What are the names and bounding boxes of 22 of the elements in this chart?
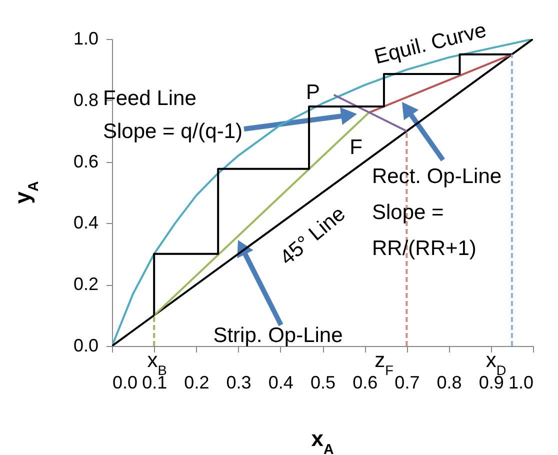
x-tick-label: 1.0 xyxy=(508,372,534,392)
annotation: 45° Line xyxy=(276,202,350,270)
y-tick-label: 0.8 xyxy=(73,90,98,110)
x-tick-label: 0.8 xyxy=(436,372,462,392)
y-tick-label: 0.4 xyxy=(73,212,98,233)
annotation: P xyxy=(306,81,320,104)
y-tick-label: 0.6 xyxy=(73,151,98,172)
annotation: Feed Line Slope = q/(q-1) xyxy=(103,87,242,143)
annotation: Equil. Curve xyxy=(372,18,489,69)
y-tick-label: 1.0 xyxy=(73,28,98,48)
x-tick-label: 0.4 xyxy=(268,372,294,392)
annotation: F xyxy=(350,136,362,159)
x-tick-label: 0.3 xyxy=(226,372,252,392)
y-tick-label: 0.0 xyxy=(73,336,98,356)
x-tick-label: 0.2 xyxy=(184,372,210,392)
x-axis-title: x$_{A}$ xyxy=(311,426,334,455)
x-tick-label: 0.0 xyxy=(112,372,138,392)
annotation: Rect. Op-Line Slope = RR/(RR+1) xyxy=(372,165,502,260)
x-tick-label: 0.7 xyxy=(394,372,420,392)
y-tick-label: 0.2 xyxy=(73,274,98,294)
annotation: Strip. Op-Line xyxy=(213,324,343,347)
x-tick-label: 0.5 xyxy=(310,372,336,392)
